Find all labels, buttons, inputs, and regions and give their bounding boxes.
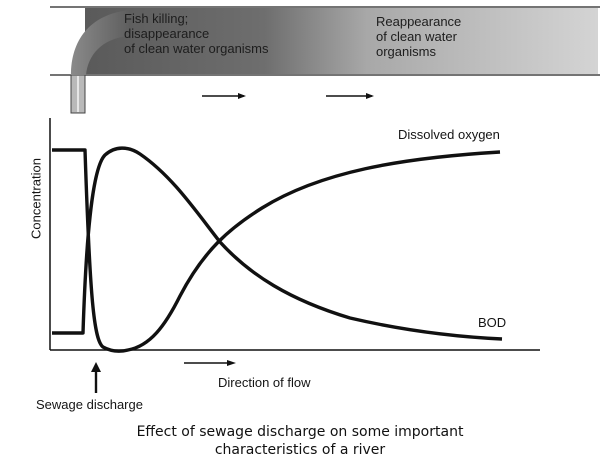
river-flow-arrow-2 [326, 93, 374, 99]
river-water [85, 8, 598, 74]
sewage-discharge-arrow [91, 362, 101, 393]
river-zone-left-line-2: disappearance [124, 26, 210, 41]
bod-label: BOD [478, 315, 507, 330]
dissolved-oxygen-label: Dissolved oxygen [398, 127, 500, 142]
direction-of-flow-arrow [184, 360, 236, 366]
river-zone-left-line-1: Fish killing; [124, 11, 189, 26]
river-zone-left-line-3: of clean water organisms [124, 41, 269, 56]
y-axis-label: Concentration [28, 158, 44, 239]
sewage-discharge-label: Sewage discharge [36, 397, 143, 412]
bod-curve [52, 146, 503, 341]
river-zone-right-label: Reappearance of clean water organisms [376, 14, 536, 59]
figure-caption-line-2: characteristics of a river [214, 442, 386, 458]
figure-caption-line-1: Effect of sewage discharge on some impor… [136, 424, 464, 440]
river-flow-arrow-1 [202, 93, 246, 99]
river-zone-right-line-3: organisms [376, 44, 436, 59]
dissolved-oxygen-curve [52, 148, 501, 353]
river-zone-right-line-1: Reappearance [376, 14, 462, 29]
river-zone-left-label: Fish killing; disappearance of clean wat… [124, 11, 324, 56]
direction-of-flow-label: Direction of flow [218, 375, 311, 390]
river-band [50, 6, 600, 114]
river-zone-right-line-2: of clean water [376, 29, 457, 44]
sewage-plume [71, 10, 130, 75]
